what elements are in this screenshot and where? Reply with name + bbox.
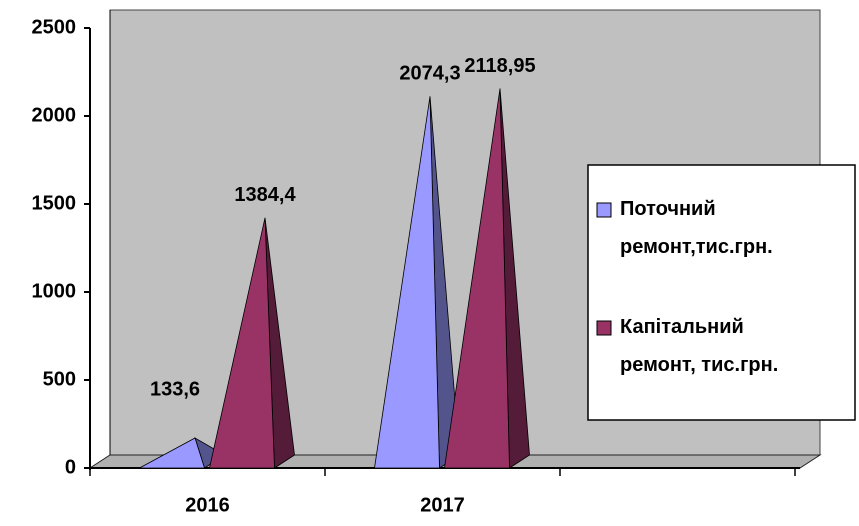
legend-label: Капітальний ремонт, тис.грн.	[620, 316, 778, 376]
legend-swatch	[596, 202, 612, 218]
data-label: 1384,4	[234, 184, 296, 206]
y-tick-label: 1000	[32, 280, 77, 302]
y-tick-label: 500	[43, 368, 76, 390]
pyramid	[444, 88, 530, 469]
legend-swatch	[596, 320, 612, 336]
data-label: 2118,95	[464, 55, 535, 77]
legend-label: Поточний ремонт,тис.грн.	[620, 198, 773, 258]
y-tick-label: 1500	[32, 192, 77, 214]
y-tick-label: 0	[65, 456, 76, 478]
y-tick-label: 2000	[32, 104, 77, 126]
pyramid-front	[209, 217, 275, 469]
pyramid-front	[374, 96, 440, 469]
pyramid	[139, 437, 226, 469]
legend	[587, 164, 856, 421]
pyramid-front	[139, 437, 206, 469]
data-label: 2074,3	[399, 63, 460, 85]
pyramid	[209, 217, 295, 469]
x-tick-label: 2017	[420, 494, 465, 516]
pyramid-front	[444, 88, 510, 469]
y-tick-label: 2500	[32, 16, 77, 38]
x-tick-label: 2016	[185, 494, 230, 516]
data-label: 133,6	[150, 378, 200, 400]
